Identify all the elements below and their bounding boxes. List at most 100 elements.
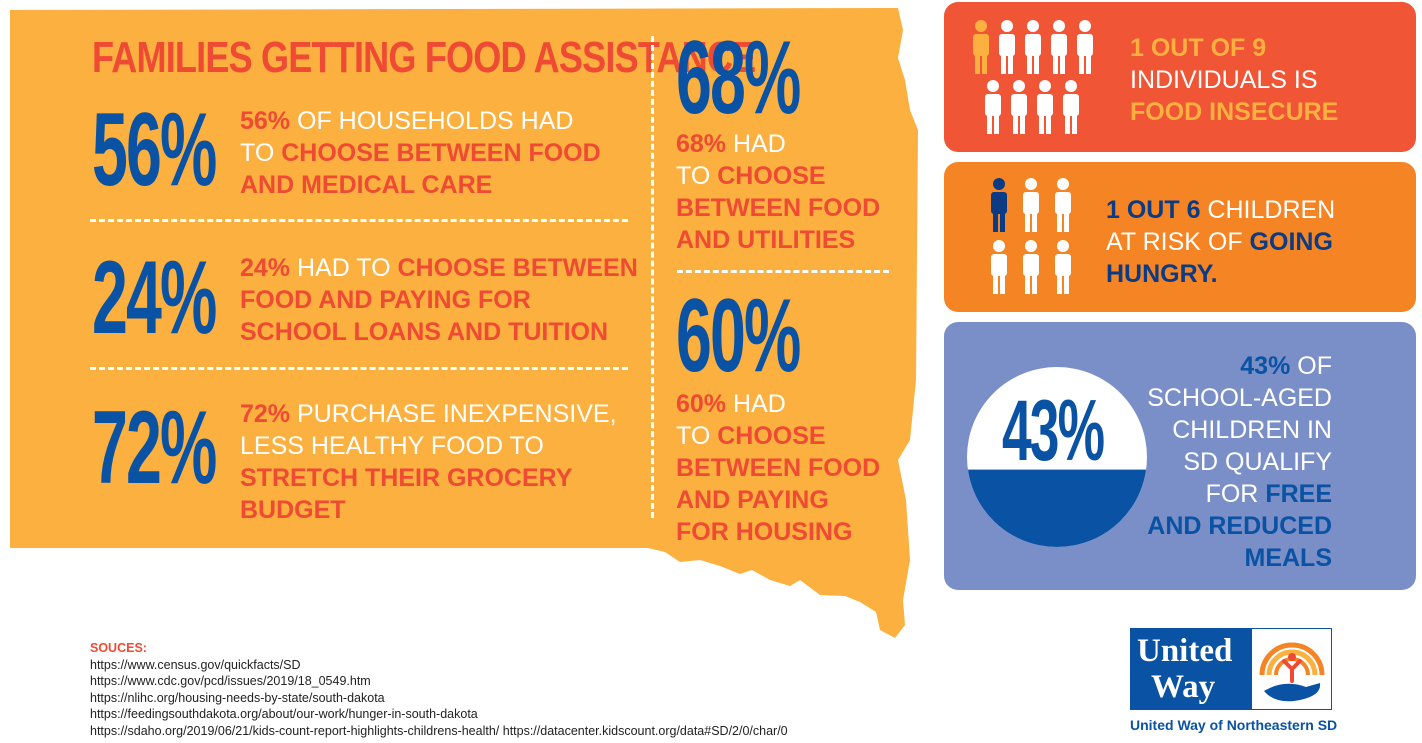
text-segment: TO	[676, 162, 718, 190]
person-icon	[999, 20, 1015, 74]
stat-text: 72% PURCHASE INEXPENSIVE, LESS HEALTHY FO…	[240, 398, 617, 526]
pie-fill	[967, 469, 1147, 547]
text-segment: AND MEDICAL CARE	[240, 171, 493, 199]
text-line: TO CHOOSE BETWEEN FOOD	[240, 137, 601, 169]
text-line: AND REDUCED	[1147, 510, 1332, 542]
text-line: FOOD INSECURE	[1130, 96, 1338, 128]
source-link[interactable]: https://sdaho.org/2019/06/21/kids-count-…	[90, 723, 788, 738]
school-meals-panel: 43% 43% OF SCHOOL-AGED CHILDREN IN SD QUALI…	[944, 322, 1416, 590]
text-line: AND MEDICAL CARE	[240, 169, 601, 201]
logo-caption: United Way of Northeastern SD	[1130, 717, 1338, 733]
divider	[90, 367, 628, 370]
child-icon	[1023, 178, 1039, 232]
child-icon	[991, 240, 1007, 294]
text-segment: HAD	[726, 130, 786, 158]
person-icon	[1025, 20, 1041, 74]
person-icon	[1037, 80, 1053, 134]
source-link[interactable]: https://www.census.gov/quickfacts/SD	[90, 657, 301, 672]
text-segment: BETWEEN FOOD	[676, 194, 881, 222]
text-line: CHILDREN IN	[1147, 414, 1332, 446]
text-line: 24% HAD TO CHOOSE BETWEEN	[240, 252, 638, 284]
text-line: 43% OF	[1147, 350, 1332, 382]
person-icon	[1063, 80, 1079, 134]
text-segment: BETWEEN FOOD	[676, 454, 881, 482]
panel-text: 1 OUT OF 9 INDIVIDUALS IS FOOD INSECURE	[1130, 32, 1338, 128]
child-icon	[991, 178, 1007, 232]
person-icon	[1051, 20, 1067, 74]
text-segment: AT RISK OF	[1106, 228, 1250, 256]
text-segment: FOOD AND PAYING FOR	[240, 286, 531, 314]
logo-text: United	[1137, 633, 1233, 669]
divider	[90, 219, 628, 222]
text-segment: FREE	[1265, 480, 1332, 508]
text-segment: PURCHASE INEXPENSIVE,	[290, 400, 617, 428]
page-title: FAMILIES GETTING FOOD ASSISTANCE	[92, 33, 756, 82]
text-line: STRETCH THEIR GROCERY	[240, 462, 617, 494]
text-segment: 68%	[676, 130, 727, 158]
text-line: AT RISK OF GOING	[1106, 226, 1335, 258]
text-segment: AND UTILITIES	[676, 226, 856, 254]
divider	[677, 270, 889, 273]
text-line: TO CHOOSE	[676, 160, 880, 192]
text-segment: SCHOOL-AGED	[1147, 384, 1332, 412]
source-link[interactable]: https://nlihc.org/housing-needs-by-state…	[90, 690, 385, 705]
text-line: LESS HEALTHY FOOD TO	[240, 430, 617, 462]
text-segment: 56%	[240, 107, 291, 135]
text-segment: AND REDUCED	[1147, 512, 1332, 540]
text-line: SD QUALIFY	[1147, 446, 1332, 478]
child-icon	[1023, 240, 1039, 294]
text-segment: CHOOSE	[717, 422, 826, 450]
pie-percent-label: 43%	[1002, 383, 1105, 479]
text-segment: MEALS	[1244, 544, 1333, 572]
person-icon	[1011, 80, 1027, 134]
text-segment: 1 OUT OF 9	[1130, 34, 1267, 62]
text-line: BETWEEN FOOD	[676, 192, 880, 224]
text-segment: OF	[1290, 352, 1332, 380]
text-segment: 43%	[1240, 352, 1291, 380]
text-line: FOR HOUSING	[676, 516, 880, 548]
person-icon	[973, 20, 989, 74]
text-segment: HUNGRY.	[1106, 260, 1218, 288]
sources-label: SOUCES:	[90, 641, 147, 655]
stat-big-percent: 24%	[92, 240, 217, 356]
stat-text: 24% HAD TO CHOOSE BETWEEN FOOD AND PAYING…	[240, 252, 638, 348]
text-segment: FOR	[1205, 480, 1266, 508]
united-way-emblem-icon	[1259, 642, 1325, 702]
text-line: 1 OUT OF 9	[1130, 32, 1338, 64]
text-segment: STRETCH THEIR GROCERY	[240, 464, 573, 492]
person-icon	[1077, 20, 1093, 74]
stat-text: 68% HAD TO CHOOSE BETWEEN FOOD AND UTILITIE…	[676, 128, 880, 256]
text-segment: 24%	[240, 254, 291, 282]
text-segment: SCHOOL LOANS AND TUITION	[240, 318, 609, 346]
text-segment: 60%	[676, 390, 727, 418]
text-line: AND UTILITIES	[676, 224, 880, 256]
text-segment: INDIVIDUALS IS	[1130, 66, 1318, 94]
child-icon	[1055, 240, 1071, 294]
logo-text: Way	[1151, 669, 1216, 705]
text-line: BETWEEN FOOD	[676, 452, 880, 484]
text-segment: 1 OUT 6	[1106, 196, 1201, 224]
stat-text: 56% OF HOUSEHOLDS HAD TO CHOOSE BETWEEN F…	[240, 105, 601, 201]
text-line: BUDGET	[240, 494, 617, 526]
text-line: FOR FREE	[1147, 478, 1332, 510]
text-segment: OF HOUSEHOLDS HAD	[290, 107, 574, 135]
text-line: 68% HAD	[676, 128, 880, 160]
source-link[interactable]: https://feedingsouthdakota.org/about/our…	[90, 707, 478, 721]
text-segment: GOING	[1249, 228, 1333, 256]
person-icon	[985, 80, 1001, 134]
text-segment: 72%	[240, 400, 291, 428]
child-icon	[1055, 178, 1071, 232]
text-segment: TO	[676, 422, 718, 450]
text-segment: HAD TO	[290, 254, 398, 282]
children-hungry-panel: 1 OUT 6 CHILDREN AT RISK OF GOING HUNGRY.	[944, 162, 1416, 312]
text-segment: FOR HOUSING	[676, 518, 853, 546]
text-segment: BUDGET	[240, 496, 346, 524]
text-line: 1 OUT 6 CHILDREN	[1106, 194, 1335, 226]
divider	[651, 36, 654, 518]
text-segment: CHOOSE BETWEEN	[397, 254, 638, 282]
text-line: TO CHOOSE	[676, 420, 880, 452]
text-segment: HAD	[726, 390, 786, 418]
source-link[interactable]: https://www.cdc.gov/pcd/issues/2019/18_0…	[90, 674, 371, 688]
text-segment: CHOOSE	[717, 162, 826, 190]
pie-chart-icon	[967, 367, 1147, 547]
